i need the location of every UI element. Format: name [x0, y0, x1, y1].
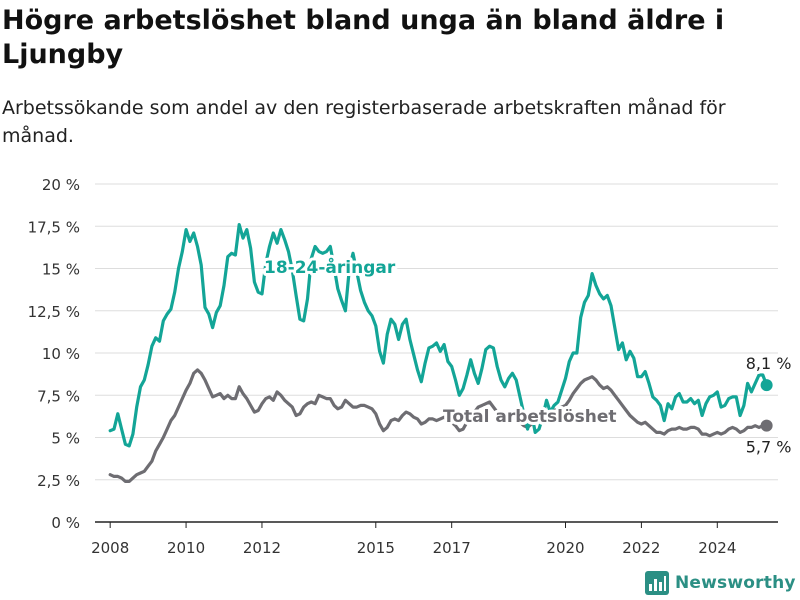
x-tick-label: 2008 — [91, 539, 129, 557]
chart-title: Högre arbetslöshet bland unga än bland ä… — [2, 5, 725, 70]
total-series-label: Total arbetslöshet — [443, 407, 617, 427]
y-tick-label: 7,5 % — [37, 387, 80, 405]
youth-series-label: 18-24-åringar — [264, 256, 396, 278]
y-tick-label: 12,5 % — [28, 303, 80, 321]
x-tick-label: 2020 — [546, 539, 584, 557]
y-tick-label: 2,5 % — [37, 472, 80, 490]
youth-line — [108, 223, 769, 448]
end-point-marker — [760, 379, 773, 392]
bar-chart-icon — [645, 571, 669, 595]
x-tick-label: 2022 — [622, 539, 660, 557]
y-tick-label: 20 % — [42, 176, 80, 194]
youth-end-value: 8,1 % — [746, 354, 792, 373]
y-axis: 0 % 2,5 % 5 % 7,5 % 10 % 12,5 % 15 % 17,5 % 20 % — [28, 176, 80, 532]
total-end-value: 5,7 % — [746, 438, 792, 457]
end-point-marker — [760, 419, 773, 432]
chart-subtitle: Arbetssökande som andel av den registerb… — [2, 97, 726, 147]
newsworthy-logo: Newsworthy — [645, 568, 796, 598]
y-tick-label: 10 % — [42, 345, 80, 363]
y-gridlines — [95, 183, 778, 523]
x-tick-label: 2010 — [167, 539, 205, 557]
y-tick-label: 17,5 % — [28, 218, 80, 236]
x-tick-label: 2017 — [433, 539, 471, 557]
y-tick-label: 15 % — [42, 261, 80, 279]
series-labels: 18-24-åringar Total arbetslöshet 8,1 % 5,7 … — [261, 253, 794, 460]
x-tick-label: 2024 — [698, 539, 736, 557]
y-tick-label: 0 % — [51, 514, 80, 532]
series-lines — [108, 223, 773, 483]
brand-name: Newsworthy — [675, 573, 796, 593]
total-line — [108, 368, 769, 483]
x-tick-label: 2012 — [243, 539, 281, 557]
x-tick-label: 2015 — [357, 539, 395, 557]
x-axis: 2008 2010 2012 2015 2017 2020 2022 2024 — [91, 522, 736, 557]
y-tick-label: 5 % — [51, 430, 80, 448]
